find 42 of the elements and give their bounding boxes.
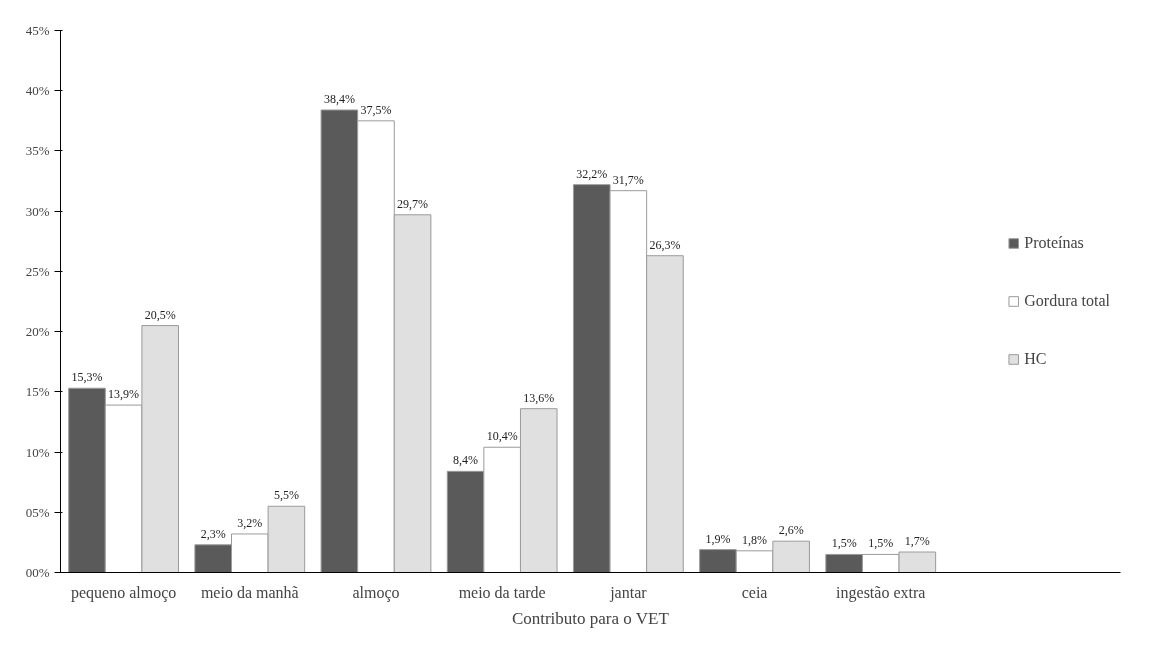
x-tick-label: almoço [352, 583, 400, 602]
data-label: 1,9% [705, 531, 731, 546]
x-tick-label: pequeno almoço [70, 583, 177, 602]
data-label: 3,2% [237, 515, 263, 530]
data-label: 13,9% [108, 387, 140, 402]
y-tick-label: 10% [25, 444, 50, 460]
y-tick-label: 40% [25, 83, 50, 99]
data-label: 2,3% [200, 526, 226, 541]
data-label: 1,8% [742, 532, 768, 547]
data-label: 31,7% [612, 172, 644, 187]
y-tick-label: 30% [25, 203, 50, 219]
y-tick-label: 35% [25, 143, 50, 159]
data-label: 5,5% [273, 488, 299, 503]
data-label: 37,5% [360, 102, 392, 117]
data-label: 15,3% [71, 370, 103, 385]
x-tick-label: meio da tarde [458, 583, 546, 601]
x-tick-label: ingestão extra [836, 583, 926, 602]
data-label: 2,6% [778, 523, 804, 538]
data-label: 29,7% [397, 196, 429, 211]
y-tick-label: 15% [25, 384, 50, 400]
x-tick-label: jantar [609, 583, 648, 602]
data-label: 26,3% [649, 237, 681, 252]
data-label: 20,5% [144, 307, 176, 322]
x-tick-label: meio da manhã [200, 583, 299, 601]
y-tick-label: 00% [25, 565, 50, 580]
data-label: 32,2% [576, 166, 608, 181]
y-tick-label: 45% [25, 23, 50, 38]
x-tick-label: ceia [741, 583, 768, 601]
y-tick-label: 05% [25, 504, 50, 520]
data-label: 1,7% [904, 534, 930, 549]
x-axis-title: Contributo para o VET [511, 608, 670, 628]
data-label: 10,4% [486, 429, 518, 444]
data-label: 8,4% [453, 453, 479, 468]
y-tick-label: 20% [25, 324, 50, 340]
legend-label: Gordura total [1024, 292, 1110, 310]
data-label: 13,6% [523, 390, 555, 405]
legend-label: HC [1024, 350, 1047, 368]
legend-label: Proteínas [1024, 234, 1084, 252]
y-tick-label: 25% [25, 263, 50, 279]
data-label: 1,5% [831, 536, 857, 551]
data-label: 38,4% [323, 91, 355, 106]
data-label: 1,5% [868, 536, 894, 551]
